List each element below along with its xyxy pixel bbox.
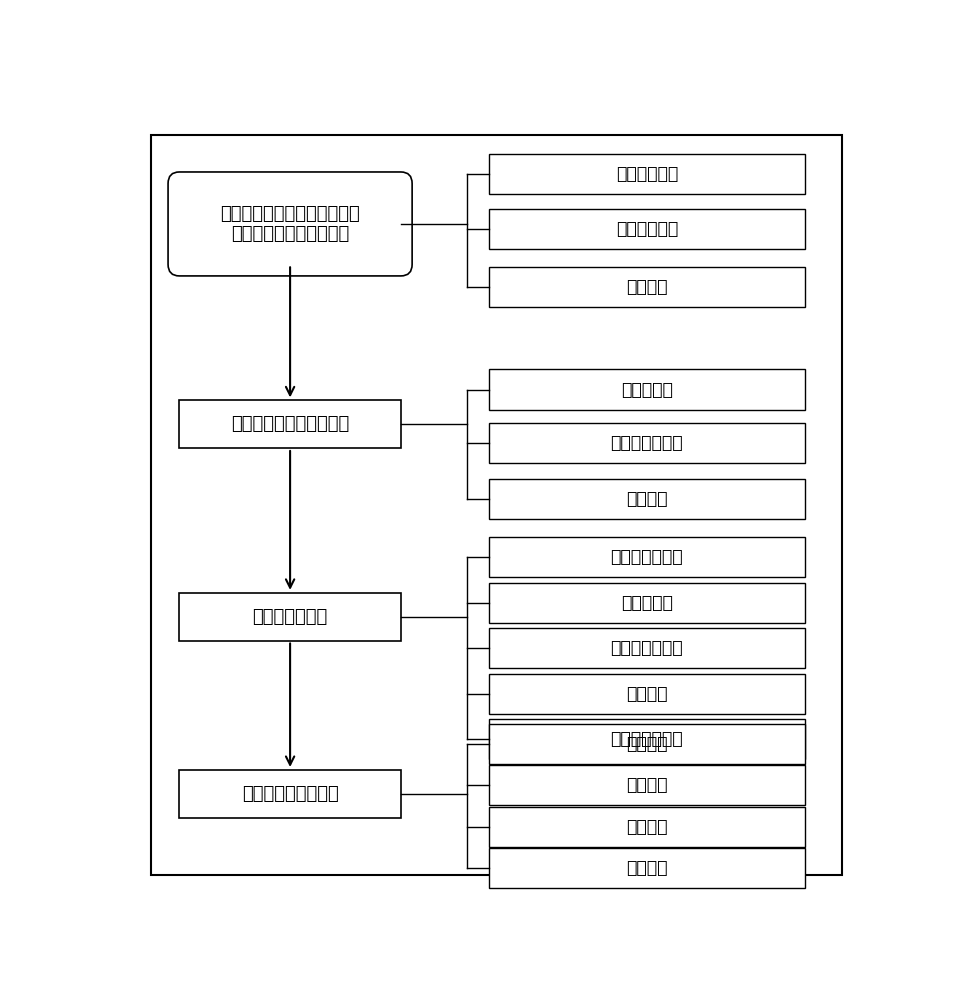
Bar: [489, 765, 804, 805]
Bar: [489, 267, 804, 307]
Text: 划分条块: 划分条块: [626, 735, 668, 753]
Text: 遥感影像解译: 遥感影像解译: [615, 165, 678, 183]
Text: 选择取沙位置及取沙设备: 选择取沙位置及取沙设备: [231, 415, 349, 433]
Bar: [489, 583, 804, 623]
Bar: [179, 770, 401, 818]
Text: 服务年限: 服务年限: [626, 685, 668, 703]
Bar: [489, 724, 804, 764]
Text: 预测需沙量: 预测需沙量: [621, 380, 672, 398]
Text: 河势及滩区分布: 河势及滩区分布: [610, 434, 683, 452]
Text: 输送系统可靠性: 输送系统可靠性: [610, 639, 683, 657]
FancyBboxPatch shape: [168, 172, 412, 276]
Bar: [489, 848, 804, 888]
Bar: [489, 719, 804, 759]
Bar: [179, 400, 401, 448]
Text: 预测不同时间点待充填采煤沉
陷地的空间分布和需沙量: 预测不同时间点待充填采煤沉 陷地的空间分布和需沙量: [220, 205, 359, 243]
Text: 现场调查: 现场调查: [626, 278, 668, 296]
Bar: [489, 479, 804, 519]
Text: 取沙效率: 取沙效率: [626, 490, 668, 508]
Bar: [489, 807, 804, 847]
Text: 开采沉陷预计: 开采沉陷预计: [615, 220, 678, 238]
Bar: [489, 628, 804, 668]
Text: 沉陷地的充填及复耕: 沉陷地的充填及复耕: [241, 785, 338, 803]
Text: 充填排水: 充填排水: [626, 818, 668, 836]
Bar: [489, 674, 804, 714]
Text: 输沙速度、浓度: 输沙速度、浓度: [610, 730, 683, 748]
Text: 运行和维护成本: 运行和维护成本: [610, 548, 683, 566]
Bar: [179, 593, 401, 641]
Text: 表土覆盖: 表土覆盖: [626, 859, 668, 877]
Bar: [489, 537, 804, 577]
Text: 管材耐磨性: 管材耐磨性: [621, 594, 672, 612]
Bar: [489, 209, 804, 249]
Bar: [489, 423, 804, 463]
Bar: [489, 154, 804, 194]
Text: 剥离表土: 剥离表土: [626, 776, 668, 794]
Bar: [489, 369, 804, 410]
Text: 输沙管道的布设: 输沙管道的布设: [253, 608, 328, 626]
